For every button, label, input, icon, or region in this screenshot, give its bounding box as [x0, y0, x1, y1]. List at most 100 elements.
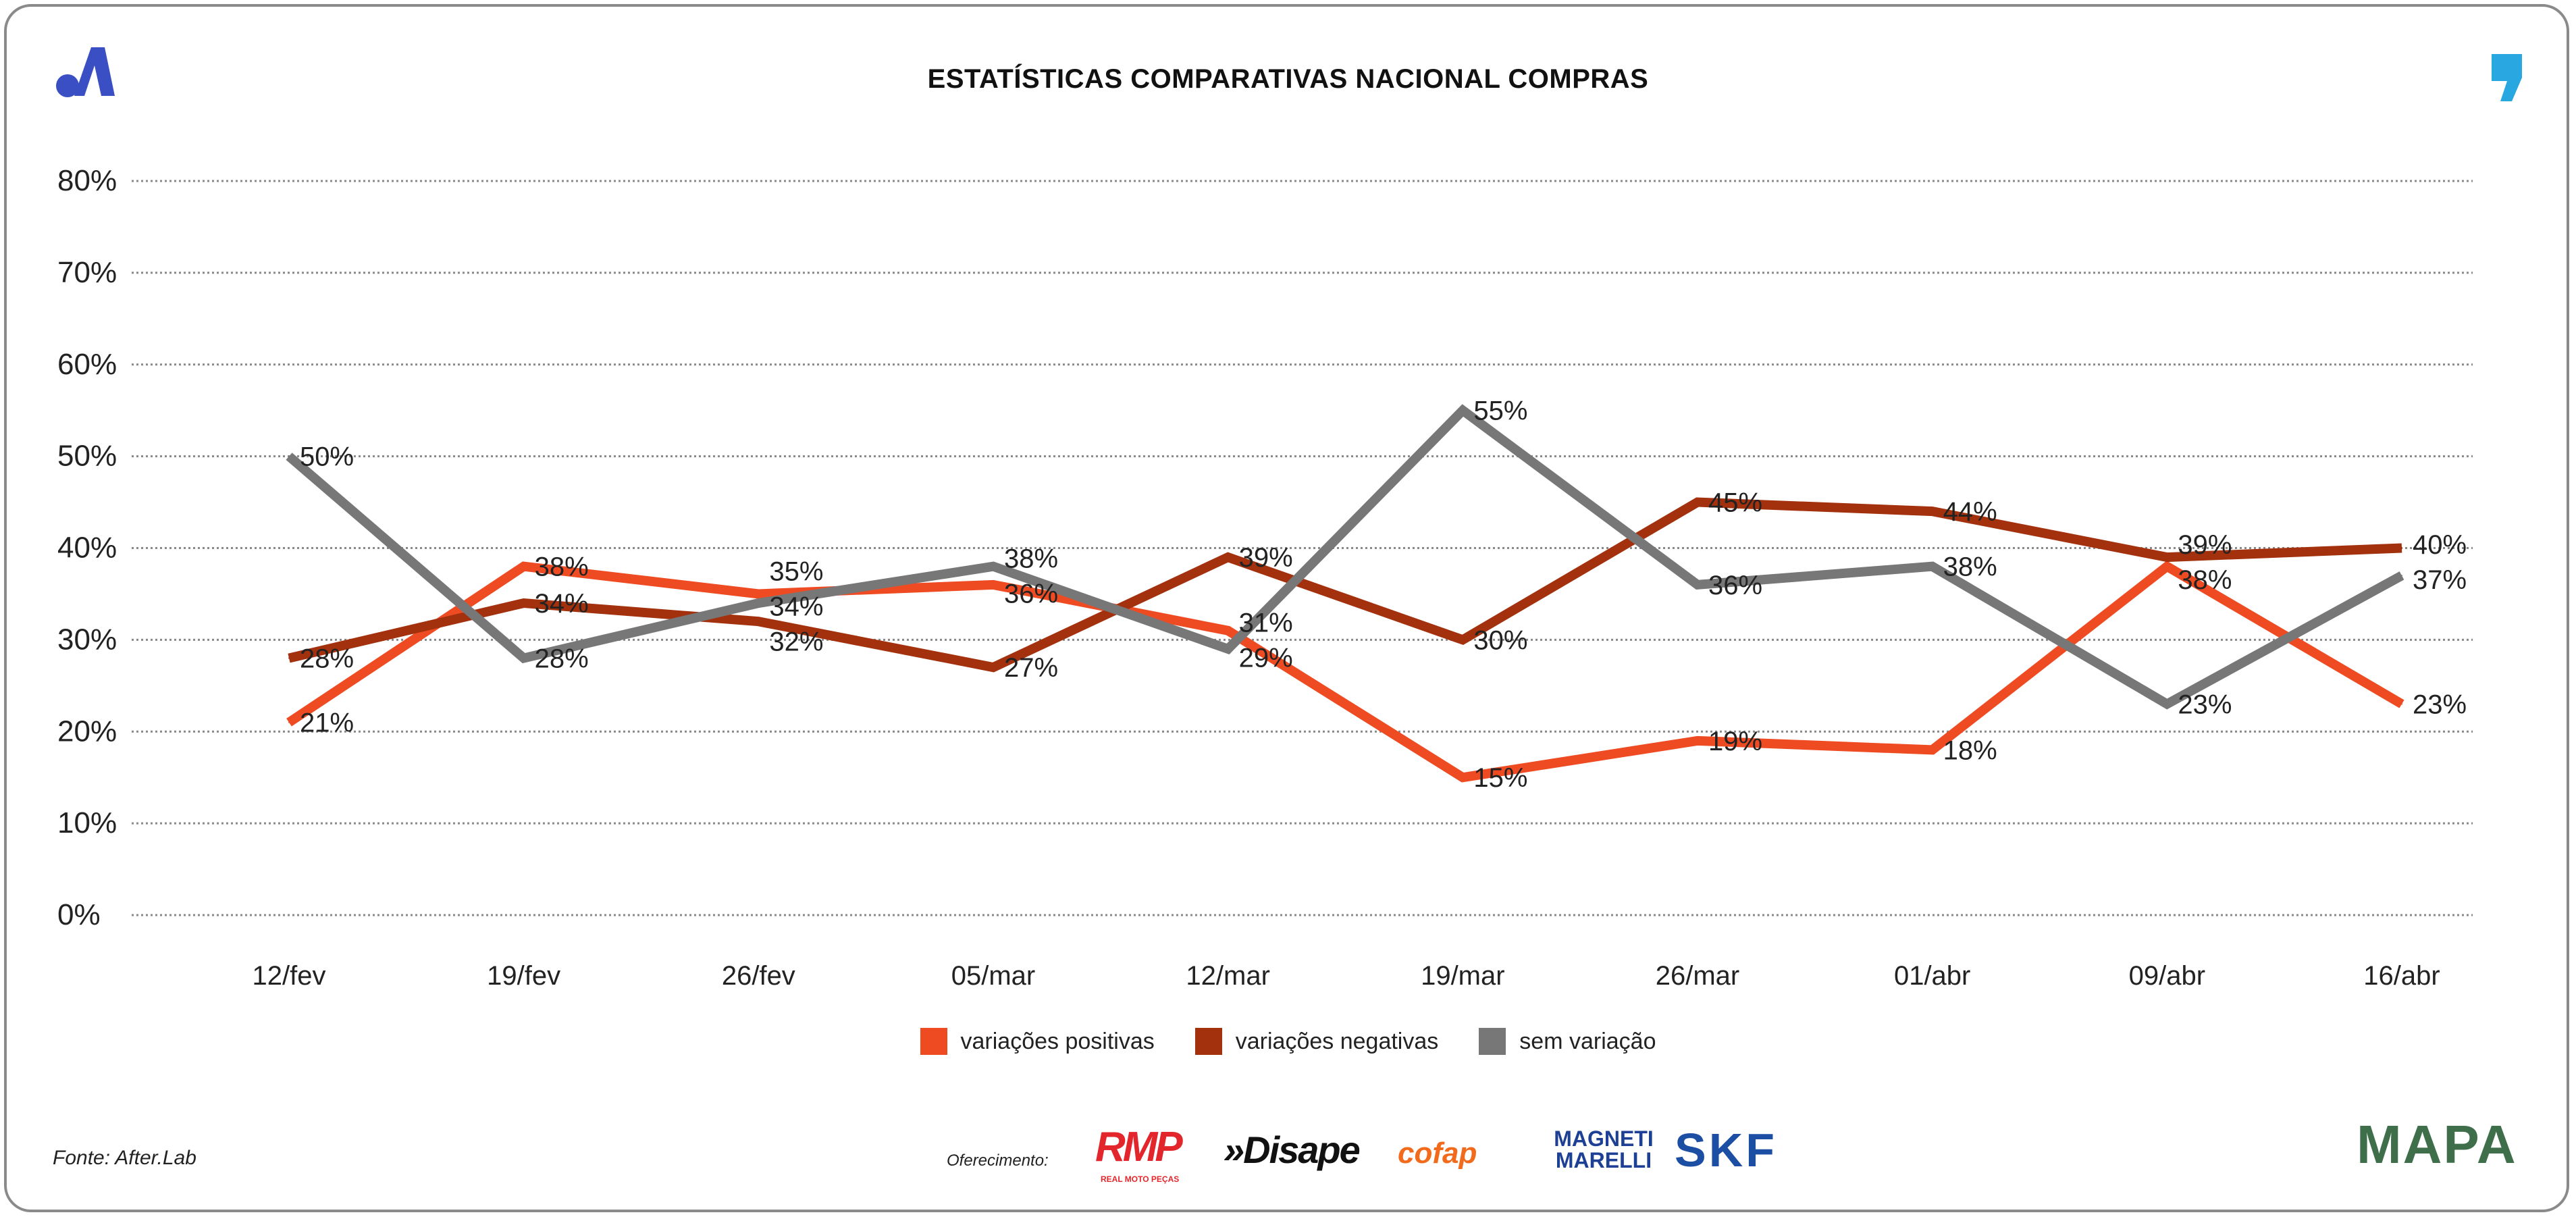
quote-logo-icon: [2488, 51, 2525, 108]
legend-item-negative: variações negativas: [1194, 1028, 1438, 1055]
data-point: [523, 657, 525, 659]
data-label: 40%: [2413, 530, 2467, 560]
data-point: [1931, 511, 1933, 513]
y-tick-label: 20%: [57, 715, 117, 748]
data-point: [758, 593, 760, 595]
brand-logo-icon: [54, 42, 118, 103]
y-tick-label: 40%: [57, 531, 117, 565]
y-tick-label: 80%: [57, 164, 117, 197]
x-tick-label: 05/mar: [951, 961, 1036, 991]
data-label: 39%: [2178, 530, 2232, 560]
y-tick-label: 30%: [57, 623, 117, 656]
data-point: [1462, 777, 1464, 779]
x-tick-label: 09/abr: [2129, 961, 2205, 991]
x-tick-label: 12/fev: [253, 961, 326, 991]
source-note: Fonte: After.Lab: [53, 1147, 196, 1169]
y-tick-label: 60%: [57, 348, 117, 381]
data-label: 38%: [2178, 565, 2232, 595]
sponsor-logo-magneti-marelli: MAGNETI MARELLI: [1554, 1126, 1654, 1172]
offer-label: Oferecimento:: [947, 1151, 1049, 1170]
card-frame: [4, 4, 2569, 1212]
legend-swatch: [1479, 1028, 1506, 1055]
data-label: 50%: [300, 442, 354, 472]
data-label: 38%: [535, 552, 589, 582]
data-label: 27%: [1004, 653, 1058, 683]
data-label: 38%: [1004, 544, 1058, 573]
chart-title: ESTATÍSTICAS COMPARATIVAS NACIONAL COMPR…: [927, 64, 1649, 94]
x-tick-label: 19/fev: [487, 961, 560, 991]
x-tick-label: 01/abr: [1894, 961, 1970, 991]
data-label: 35%: [769, 557, 823, 587]
data-point: [2166, 565, 2168, 567]
data-point: [288, 455, 290, 457]
y-tick-label: 70%: [57, 256, 117, 289]
data-point: [1697, 583, 1698, 586]
chart-legend: variações positivas variações negativas …: [0, 1028, 2576, 1055]
data-label: 36%: [1004, 579, 1058, 608]
data-label: 34%: [769, 592, 823, 622]
series-line-0: [286, 561, 2404, 783]
data-label: 32%: [769, 627, 823, 657]
sponsor-logo-skf: SKF: [1675, 1124, 1777, 1176]
data-label: 44%: [1943, 497, 1997, 527]
series-line-1: [288, 497, 2402, 673]
data-label: 23%: [2178, 690, 2232, 719]
data-point: [288, 721, 290, 723]
data-point: [1462, 409, 1464, 411]
data-label: 34%: [535, 589, 589, 619]
sponsor-logo-rmp-sub: REAL MOTO PEÇAS: [1101, 1174, 1180, 1184]
legend-label: sem variação: [1519, 1028, 1656, 1054]
data-point: [1697, 501, 1698, 503]
data-point: [993, 667, 994, 669]
data-label: 28%: [300, 644, 354, 674]
legend-swatch: [1194, 1028, 1222, 1055]
x-tick-label: 26/fev: [722, 961, 795, 991]
data-label: 45%: [1708, 488, 1762, 518]
data-point: [523, 602, 525, 604]
data-point: [1931, 749, 1933, 751]
y-tick-label: 50%: [57, 440, 117, 473]
data-point: [993, 583, 994, 586]
x-tick-label: 19/mar: [1421, 961, 1505, 991]
data-label: 30%: [1473, 625, 1527, 655]
data-point: [2401, 547, 2402, 549]
sponsor-logo-cofap: cofap: [1398, 1137, 1477, 1170]
y-tick-label: 10%: [57, 806, 117, 839]
data-point: [288, 657, 290, 659]
data-point: [1931, 565, 1933, 567]
data-point: [523, 565, 525, 567]
legend-item-positive: variações positivas: [920, 1028, 1155, 1055]
data-point: [2166, 703, 2168, 705]
data-label: 15%: [1473, 763, 1527, 793]
sponsor-logo-disape: »Disape: [1224, 1129, 1361, 1171]
data-label: 28%: [535, 644, 589, 674]
sponsor-logo-rmp: RMP: [1095, 1124, 1183, 1170]
data-point: [993, 565, 994, 567]
data-point: [1227, 629, 1229, 631]
sponsor-logo-mapa: MAPA: [2357, 1114, 2517, 1174]
legend-label: variações positivas: [960, 1028, 1155, 1054]
x-tick-label: 12/mar: [1186, 961, 1270, 991]
data-point: [758, 602, 760, 604]
data-label: 21%: [300, 708, 354, 738]
data-point: [2401, 703, 2402, 705]
data-label: 23%: [2413, 690, 2467, 719]
data-label: 36%: [1708, 571, 1762, 600]
data-label: 18%: [1943, 735, 1997, 765]
data-label: 29%: [1239, 643, 1293, 673]
data-label: 39%: [1239, 543, 1293, 573]
y-tick-label: 0%: [57, 898, 101, 931]
data-label: 38%: [1943, 552, 1997, 582]
data-label: 55%: [1473, 396, 1527, 426]
legend-swatch: [920, 1028, 947, 1055]
data-point: [1227, 556, 1229, 559]
data-label: 31%: [1239, 608, 1293, 638]
x-tick-label: 16/abr: [2363, 961, 2440, 991]
data-point: [1227, 648, 1229, 650]
legend-item-none: sem variação: [1479, 1028, 1656, 1055]
x-tick-label: 26/mar: [1656, 961, 1740, 991]
data-point: [1697, 740, 1698, 742]
data-point: [2401, 575, 2402, 577]
series-line-2: [286, 404, 2404, 710]
